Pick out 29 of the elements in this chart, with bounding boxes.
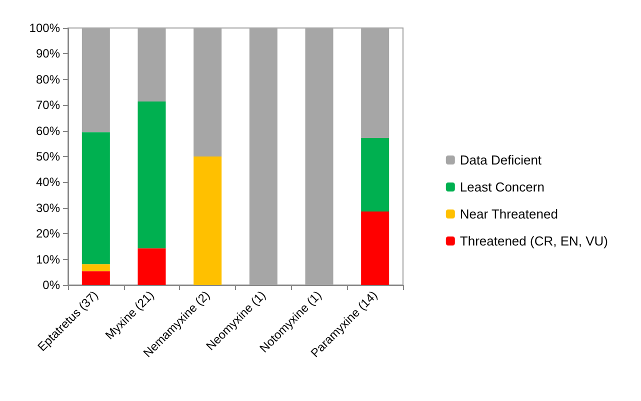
bar xyxy=(138,28,166,102)
y-tick-label: 50% xyxy=(36,150,60,164)
bar xyxy=(305,28,334,285)
bar xyxy=(361,212,390,285)
y-tick-label: 0% xyxy=(42,278,60,292)
y-tick-label: 80% xyxy=(36,72,60,86)
bar xyxy=(82,264,110,272)
bar xyxy=(194,156,222,285)
legend-label: Data Deficient xyxy=(460,152,542,168)
legend-label: Least Concern xyxy=(460,180,544,194)
y-tick-label: 30% xyxy=(36,200,60,215)
y-tick-label: 20% xyxy=(36,226,60,241)
bar xyxy=(194,28,222,156)
bar xyxy=(138,248,166,285)
y-tick-label: 60% xyxy=(36,124,60,138)
y-tick-label: 70% xyxy=(36,98,60,112)
legend-label: Threatened (CR, EN, VU) xyxy=(460,234,608,248)
y-tick-label: 100% xyxy=(29,21,60,35)
legend-label: Near Threatened xyxy=(460,206,558,222)
bar xyxy=(82,271,110,285)
bar xyxy=(361,28,390,138)
bar xyxy=(82,28,110,132)
bar xyxy=(249,28,278,285)
y-tick-label: 90% xyxy=(36,46,60,61)
bar xyxy=(82,132,110,264)
bar xyxy=(361,138,390,212)
y-tick-label: 10% xyxy=(36,252,60,266)
bar xyxy=(138,102,166,248)
y-tick-label: 40% xyxy=(36,175,60,190)
